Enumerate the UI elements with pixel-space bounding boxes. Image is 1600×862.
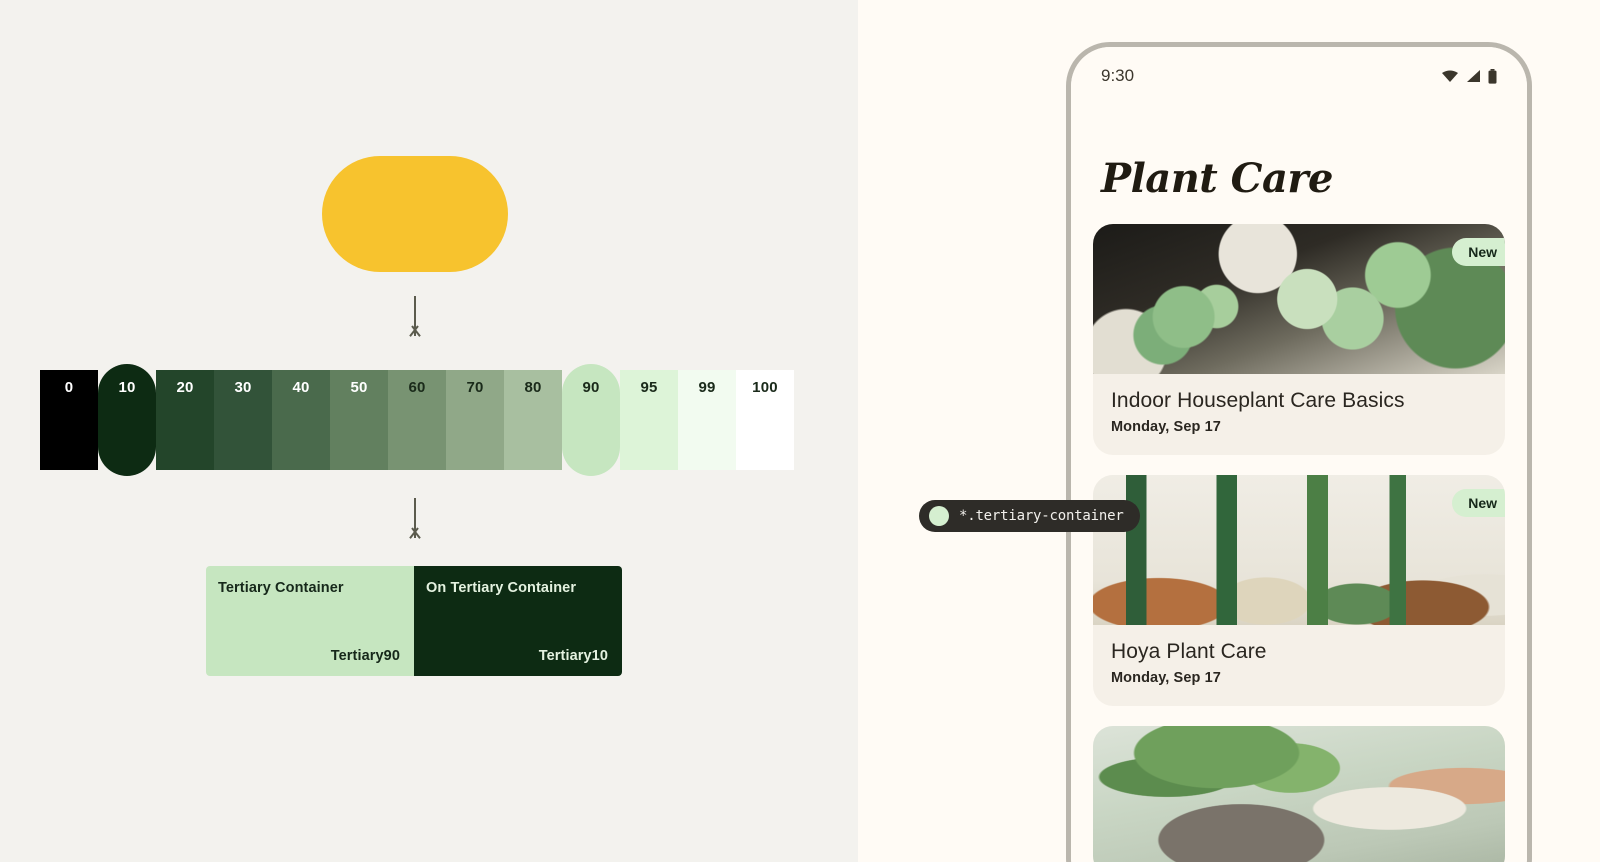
tone-swatch-60[interactable]: 60 xyxy=(388,370,446,470)
tone-swatch-90[interactable]: 90 xyxy=(562,364,620,476)
status-time: 9:30 xyxy=(1101,66,1135,85)
photo-watering xyxy=(1093,726,1505,862)
card-body: Hoya Plant Care Monday, Sep 17 xyxy=(1093,625,1505,706)
photo-houseplants xyxy=(1093,224,1505,374)
tone-label: 50 xyxy=(350,379,368,396)
status-icons xyxy=(1441,68,1497,84)
tone-swatch-50[interactable]: 50 xyxy=(330,370,388,470)
tone-label: 80 xyxy=(524,379,542,396)
tone-label: 95 xyxy=(640,379,658,396)
preview-panel: 9:30 Plant Care xyxy=(858,0,1600,862)
article-card[interactable]: New Hoya Plant Care Monday, Sep 17 xyxy=(1093,475,1505,707)
tone-swatch-40[interactable]: 40 xyxy=(272,370,330,470)
tone-swatch-10[interactable]: 10 xyxy=(98,364,156,476)
role-title: Tertiary Container xyxy=(218,580,344,596)
tertiary-container-roles: Tertiary Container Tertiary90 On Tertiary … xyxy=(206,566,622,676)
tone-swatch-20[interactable]: 20 xyxy=(156,370,214,470)
role-cell-on-tertiary-container[interactable]: On Tertiary Container Tertiary10 xyxy=(414,566,622,676)
tone-label: 90 xyxy=(582,379,600,396)
arrow-down-icon-bottom xyxy=(403,498,427,544)
tone-label: 40 xyxy=(292,379,310,396)
card-body: Indoor Houseplant Care Basics Monday, Sep… xyxy=(1093,374,1505,455)
article-card-list: New Indoor Houseplant Care Basics Monday, … xyxy=(1093,224,1505,862)
card-date: Monday, Sep 17 xyxy=(1111,670,1221,687)
card-media: New xyxy=(1093,475,1505,626)
article-card[interactable]: New Indoor Houseplant Care Basics Monday, … xyxy=(1093,224,1505,456)
signal-icon xyxy=(1467,70,1480,82)
role-cell-tertiary-container[interactable]: Tertiary Container Tertiary90 xyxy=(206,566,414,676)
page-title: Plant Care xyxy=(1101,155,1333,202)
battery-icon xyxy=(1488,68,1497,84)
article-card[interactable] xyxy=(1093,726,1505,862)
tone-swatch-99[interactable]: 99 xyxy=(678,370,736,470)
card-date: Monday, Sep 17 xyxy=(1111,419,1221,436)
tone-swatch-70[interactable]: 70 xyxy=(446,370,504,470)
tone-swatch-30[interactable]: 30 xyxy=(214,370,272,470)
tone-label: 10 xyxy=(118,379,136,396)
role-token: Tertiary90 xyxy=(330,648,400,664)
tone-swatch-95[interactable]: 95 xyxy=(620,370,678,470)
card-title: Hoya Plant Care xyxy=(1111,640,1267,664)
tone-label: 60 xyxy=(408,379,426,396)
role-token: Tertiary10 xyxy=(538,648,608,664)
tonal-palette: 0 10 20 30 40 50 60 70 80 90 95 99 100 xyxy=(40,364,794,476)
tone-swatch-80[interactable]: 80 xyxy=(504,370,562,470)
tone-label: 20 xyxy=(176,379,194,396)
wifi-icon xyxy=(1442,70,1458,82)
tone-label: 70 xyxy=(466,379,484,396)
token-tooltip[interactable]: *.tertiary-container xyxy=(919,500,1140,532)
source-color-swatch[interactable] xyxy=(322,156,508,272)
palette-panel: 0 10 20 30 40 50 60 70 80 90 95 99 100 Tertiary Cont… xyxy=(0,0,858,862)
arrow-down-icon-top xyxy=(403,296,427,342)
tone-label: 99 xyxy=(698,379,716,396)
card-media: New xyxy=(1093,224,1505,374)
tone-swatch-0[interactable]: 0 xyxy=(40,370,98,470)
tooltip-color-dot xyxy=(929,506,949,526)
photo-cacti xyxy=(1093,475,1505,626)
card-media xyxy=(1093,726,1505,862)
card-title: Indoor Houseplant Care Basics xyxy=(1111,389,1405,412)
tone-label: 0 xyxy=(64,379,74,396)
role-title: On Tertiary Container xyxy=(426,580,577,596)
status-bar: 9:30 xyxy=(1093,47,1505,105)
phone-mockup: 9:30 Plant Care xyxy=(1066,42,1532,862)
tone-label: 100 xyxy=(752,379,778,396)
tone-label: 30 xyxy=(234,379,252,396)
phone-screen: 9:30 Plant Care xyxy=(1071,47,1527,862)
tooltip-label: *.tertiary-container xyxy=(959,508,1124,524)
new-badge: New xyxy=(1452,238,1505,266)
new-badge: New xyxy=(1452,489,1505,518)
tone-swatch-100[interactable]: 100 xyxy=(736,370,794,470)
